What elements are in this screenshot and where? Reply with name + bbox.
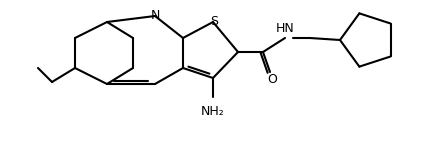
Text: HN: HN (275, 22, 294, 35)
Text: O: O (266, 73, 276, 86)
Text: N: N (150, 9, 159, 22)
Text: NH₂: NH₂ (201, 105, 224, 118)
Text: S: S (209, 15, 218, 28)
